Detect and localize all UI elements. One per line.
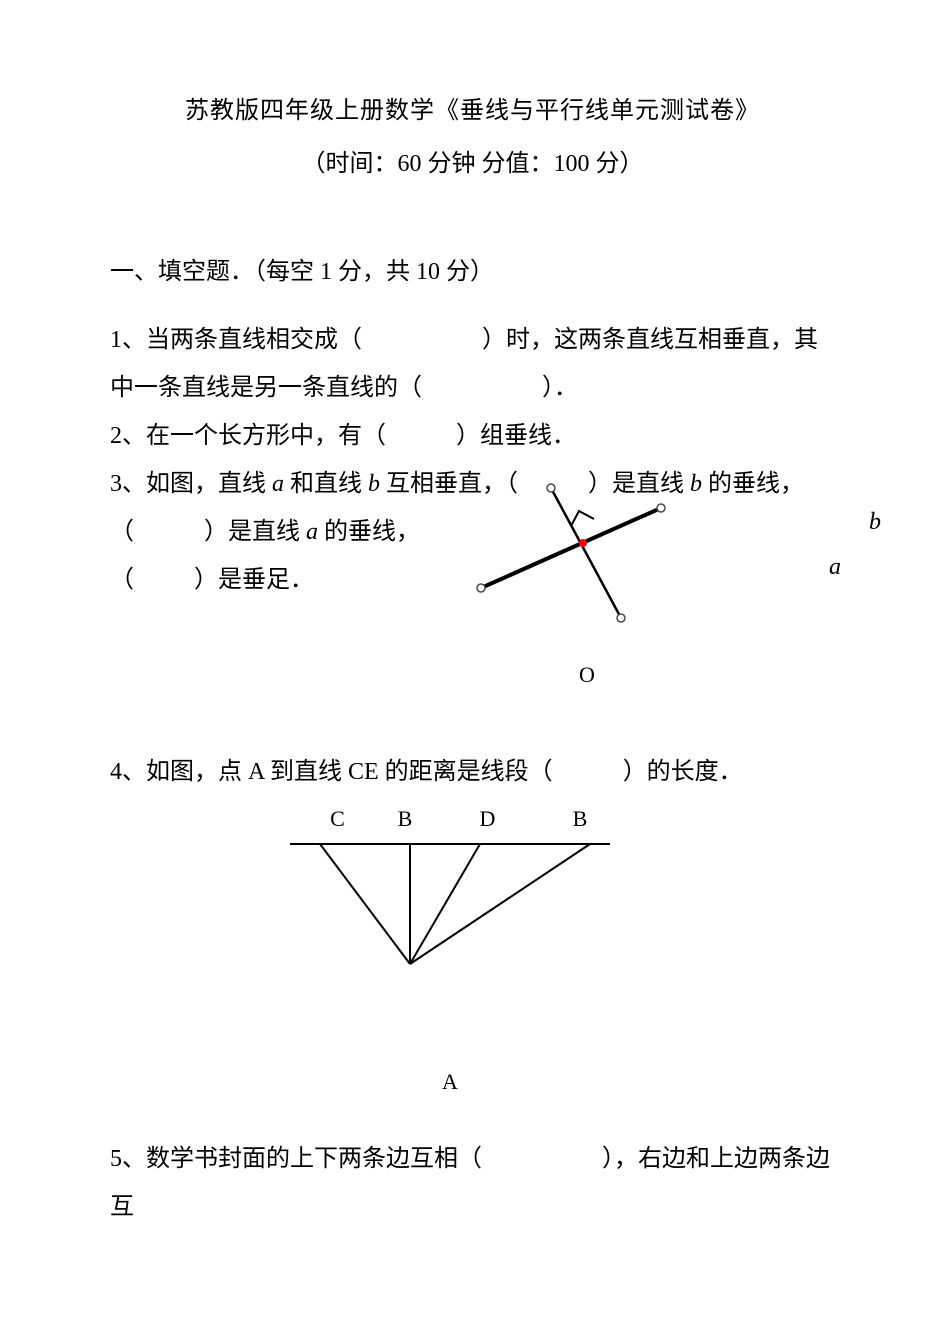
- figure-1-svg: [461, 478, 681, 648]
- q3-ital-a: a: [272, 471, 284, 497]
- q3-g: ）是直线: [204, 519, 306, 545]
- q3-line1: 3、如图，直线 a 和直线 b 互相垂直，（）是直线 b 的垂线，: [110, 471, 804, 497]
- q2-part-a: 2、在一个长方形中，有（: [110, 423, 386, 449]
- figure-2-top-labels: C B D B: [280, 806, 640, 832]
- q3-a: 3、如图，直线: [110, 471, 272, 497]
- fig1-endpoint: [547, 484, 555, 492]
- exam-title: 苏教版四年级上册数学《垂线与平行线单元测试卷》: [110, 90, 835, 125]
- fig2-label-D: D: [445, 806, 530, 832]
- q3-ital-b2: b: [690, 471, 702, 497]
- fig1-endpoint: [657, 504, 665, 512]
- q3-line2: （）是直线 a 的垂线，（）是垂足．: [110, 508, 835, 688]
- subtitle-open: （时间：: [302, 151, 398, 177]
- question-3: 3、如图，直线 a 和直线 b 互相垂直，（）是直线 b 的垂线， （）是直线 …: [110, 460, 835, 688]
- page: 苏教版四年级上册数学《垂线与平行线单元测试卷》 （时间：60 分钟 分值：100…: [0, 0, 945, 1336]
- fig2-label-B1: B: [365, 806, 445, 832]
- q4-a: 4、如图，点 A 到直线 CE 的距离是线段（: [110, 759, 553, 785]
- fig2-label-A: A: [440, 1069, 460, 1095]
- q3-f: （: [110, 519, 134, 545]
- fig1-foot-point: [579, 539, 587, 547]
- fig1-right-angle-mark: [571, 511, 594, 526]
- question-4: 4、如图，点 A 到直线 CE 的距离是线段（ ）的长度．: [110, 748, 835, 796]
- section-1-header: 一、填空题．（每空 1 分，共 10 分）: [110, 248, 835, 296]
- fig1-line-a: [481, 508, 661, 588]
- q3-ital-b: b: [368, 471, 380, 497]
- q3-b: 和直线: [284, 471, 368, 497]
- fig2-label-B2: B: [530, 806, 630, 832]
- question-5: 5、数学书封面的上下两条边互相（），右边和上边两条边互: [110, 1135, 835, 1231]
- fig2-label-C: C: [310, 806, 365, 832]
- q3-i: ）是垂足．: [194, 567, 314, 593]
- fig1-endpoint: [477, 584, 485, 592]
- fig1-endpoint: [617, 614, 625, 622]
- question-2: 2、在一个长方形中，有（ ）组垂线．: [110, 412, 835, 460]
- q1-part-c: ）．: [542, 375, 578, 401]
- figure-2-svg: [280, 834, 620, 974]
- fig2-line-CA: [320, 844, 410, 964]
- subtitle-score-label: 分值：: [476, 151, 554, 177]
- q1-part-a: 1、当两条直线相交成（: [110, 327, 362, 353]
- fig2-line-DA: [410, 844, 480, 964]
- fig1-label-a: a: [829, 543, 841, 591]
- spacer: [110, 688, 835, 748]
- q5-a: 5、数学书封面的上下两条边互相（: [110, 1146, 482, 1172]
- question-1: 1、当两条直线相交成（）时，这两条直线互相垂直，其中一条直线是另一条直线的（）．: [110, 316, 835, 412]
- fig2-line-B2A: [410, 844, 590, 964]
- figure-2: C B D B A: [280, 806, 640, 1095]
- figure-1: b a O: [461, 508, 821, 688]
- q3-ital-a2: a: [306, 519, 318, 545]
- exam-subtitle: （时间：60 分钟 分值：100 分）: [110, 143, 835, 178]
- q3-e: 的垂线，: [702, 471, 804, 497]
- subtitle-time-unit: 分钟: [422, 151, 476, 177]
- subtitle-score-num: 100: [554, 151, 590, 177]
- q4-b: ）的长度．: [623, 759, 743, 785]
- fig1-label-o: O: [579, 653, 595, 697]
- spacer: [110, 1095, 835, 1135]
- q2-part-b: ）组垂线．: [456, 423, 576, 449]
- subtitle-time-num: 60: [398, 151, 422, 177]
- fig1-label-b: b: [869, 498, 881, 546]
- subtitle-score-unit: 分）: [590, 151, 644, 177]
